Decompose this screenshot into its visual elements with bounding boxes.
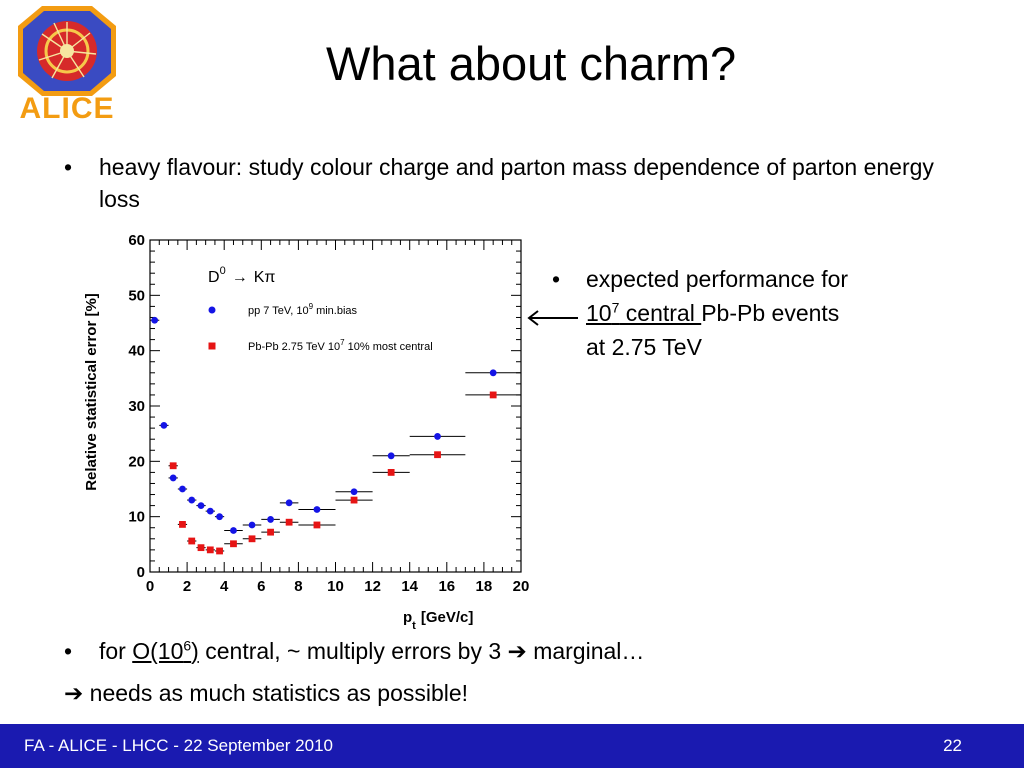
data-point-pp xyxy=(206,507,214,515)
data-point-pbpb xyxy=(350,496,358,504)
logo-tracks xyxy=(38,22,97,79)
x-axis-label: pt [GeV/c] xyxy=(403,609,473,632)
slide-title: What about charm? xyxy=(326,37,737,90)
y-tick-label: 60 xyxy=(128,232,145,249)
data-point-pbpb xyxy=(434,451,441,459)
order-underlined: O(106) xyxy=(132,637,199,664)
bullet-expected-performance: • expected performance for 107 central P… xyxy=(552,262,912,364)
x-tick-label: 4 xyxy=(220,578,229,595)
data-point-pp xyxy=(313,506,321,513)
x-tick-label: 6 xyxy=(257,578,265,595)
decay-channel-label: D0 → Kπ xyxy=(208,265,275,286)
bullet-text: for O(106) central, ~ multiply errors by… xyxy=(99,637,645,664)
x-tick-label: 20 xyxy=(513,578,530,595)
data-point-pp xyxy=(169,474,177,482)
data-point-pp xyxy=(197,502,205,509)
bullet-multiply-errors: • for O(106) central, ~ multiply errors … xyxy=(64,635,964,667)
data-point-pp xyxy=(267,516,274,523)
pbpb-events-text: Pb-Pb events xyxy=(701,300,840,326)
bullet-text: heavy flavour: study colour charge and p… xyxy=(99,154,934,212)
data-point-pbpb xyxy=(285,518,293,526)
data-point-pbpb xyxy=(230,540,237,548)
data-point-pbpb xyxy=(387,469,395,476)
y-tick-label: 30 xyxy=(128,398,145,415)
bullet-heavy-flavour: • heavy flavour: study colour charge and… xyxy=(64,151,964,215)
data-point-pp xyxy=(151,316,159,324)
logo-text: ALICE xyxy=(20,92,115,122)
y-tick-label: 20 xyxy=(128,453,145,470)
x-tick-label: 10 xyxy=(327,578,344,595)
footer-text: FA - ALICE - LHCC - 22 September 2010 xyxy=(24,736,333,755)
data-point-pbpb xyxy=(169,462,177,470)
y-tick-label: 40 xyxy=(128,343,145,360)
x-tick-label: 18 xyxy=(476,578,493,595)
x-tick-label: 8 xyxy=(294,578,302,595)
data-point-pbpb xyxy=(313,521,321,529)
legend-marker-pbpb xyxy=(208,342,216,350)
data-point-pp xyxy=(489,369,497,377)
data-point-pbpb xyxy=(248,535,256,543)
x-tick-label: 2 xyxy=(183,578,191,595)
plot-frame xyxy=(149,239,522,573)
data-point-pbpb xyxy=(197,544,205,552)
legend-marker-pp xyxy=(208,306,216,314)
left-arrow-icon xyxy=(527,310,578,326)
central-events-underlined: 107 central xyxy=(586,299,702,326)
conclusion-statistics: ➔ needs as much statistics as possible! xyxy=(64,677,964,709)
x-tick-label: 0 xyxy=(146,578,154,595)
y-tick-label: 50 xyxy=(128,287,145,304)
data-point-pbpb xyxy=(489,391,497,399)
data-point-pp xyxy=(387,452,395,460)
bullet-line-1: expected performance for xyxy=(586,266,849,292)
data-point-pp xyxy=(188,496,196,504)
x-tick-label: 12 xyxy=(364,578,381,595)
data-point-pp xyxy=(285,499,293,507)
page-number: 22 xyxy=(943,736,962,755)
y-tick-label: 0 xyxy=(137,564,145,581)
bullet-line-3: at 2.75 TeV xyxy=(586,334,702,360)
alice-logo: ALICE xyxy=(18,6,116,122)
bullet-marker: • xyxy=(552,266,561,292)
data-point-pp xyxy=(230,527,237,534)
data-point-pp xyxy=(350,488,358,496)
data-point-pp xyxy=(434,433,441,440)
data-point-pp xyxy=(179,485,186,493)
data-point-pbpb xyxy=(267,528,274,536)
x-tick-label: 14 xyxy=(401,578,418,595)
legend-entry: Pb-Pb 2.75 TeV 107 10% most central xyxy=(248,338,433,353)
y-axis-label: Relative statistical error [%] xyxy=(83,293,100,491)
data-point-pp xyxy=(216,513,223,521)
data-point-pbpb xyxy=(188,537,196,545)
data-point-pbpb xyxy=(179,521,186,528)
data-point-pbpb xyxy=(216,547,223,555)
statistical-error-chart: 0 2 4 6 8 10 12 14 16 18 20 0 10 20 30 40 50 60 Relative s… xyxy=(83,232,530,632)
bullet-text: expected performance for 107 central Pb-… xyxy=(552,262,912,364)
data-point-pp xyxy=(160,421,168,429)
legend-entry: pp 7 TeV, 109 min.bias xyxy=(248,302,358,317)
x-tick-label: 16 xyxy=(438,578,455,595)
data-point-pbpb xyxy=(206,546,214,554)
bullet-marker: • xyxy=(64,638,73,664)
y-tick-label: 10 xyxy=(128,509,145,526)
data-point-pp xyxy=(248,521,256,529)
bullet-marker: • xyxy=(64,154,73,180)
conclusion-text: ➔ needs as much statistics as possible! xyxy=(64,680,469,706)
footer-bar: FA - ALICE - LHCC - 22 September 2010 22 xyxy=(0,724,1024,768)
